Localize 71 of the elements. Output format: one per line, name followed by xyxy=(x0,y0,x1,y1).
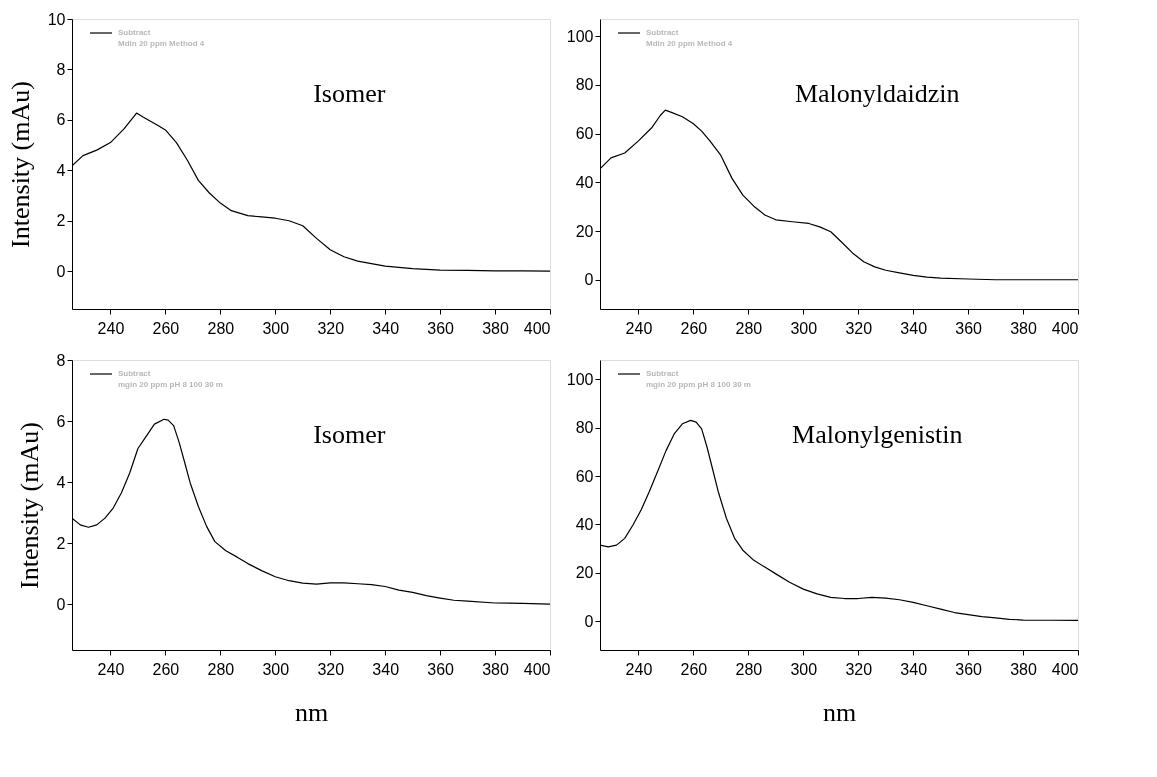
x-tick-label: 340 xyxy=(372,319,400,337)
x-tick-label: 360 xyxy=(955,660,983,678)
x-tick-label: 240 xyxy=(625,319,653,337)
y-axis-title: Intensity (mAu) xyxy=(5,81,35,248)
y-tick-label: 100 xyxy=(566,370,594,388)
x-tick-label: 380 xyxy=(1010,660,1037,678)
annotation: Malonyldaidzin xyxy=(794,79,960,109)
legend-label: Subtract Mdin 20 ppm Method 4 xyxy=(118,28,205,48)
legend-label: Subtract mgin 20 ppm pH 8 100 30 m xyxy=(118,369,223,389)
y-tick-label: 0 xyxy=(584,271,594,289)
y-tick-label: 80 xyxy=(575,76,594,94)
y-tick-label: 4 xyxy=(56,161,66,179)
y-tick-label: 0 xyxy=(56,262,66,280)
x-tick-label: 340 xyxy=(372,660,400,678)
y-tick-label: 8 xyxy=(56,60,66,78)
y-tick-label: 10 xyxy=(47,10,66,28)
y-tick-label: 6 xyxy=(56,412,66,430)
x-axis-title: nm xyxy=(822,697,857,727)
x-tick-label: 400 xyxy=(1051,319,1079,337)
x-tick-label: 260 xyxy=(680,660,708,678)
x-tick-label: 320 xyxy=(845,319,873,337)
x-tick-label: 240 xyxy=(97,660,125,678)
y-tick-label: 2 xyxy=(56,212,66,230)
x-tick-label: 300 xyxy=(262,660,290,678)
y-tick-label: 0 xyxy=(56,595,66,613)
y-tick-label: 20 xyxy=(575,564,594,582)
x-tick-label: 400 xyxy=(523,319,551,337)
x-tick-label: 240 xyxy=(625,660,653,678)
x-tick-label: 340 xyxy=(900,660,928,678)
x-tick-label: 320 xyxy=(317,660,345,678)
y-tick-label: 8 xyxy=(56,351,66,369)
y-tick-label: 0 xyxy=(584,612,594,630)
y-tick-label: 2 xyxy=(56,534,66,552)
x-tick-label: 400 xyxy=(523,660,551,678)
x-tick-label: 300 xyxy=(790,660,818,678)
y-tick-label: 60 xyxy=(575,125,594,143)
x-tick-label: 260 xyxy=(152,660,180,678)
x-tick-label: 400 xyxy=(1051,660,1079,678)
x-tick-label: 260 xyxy=(680,319,708,337)
y-tick-label: 40 xyxy=(575,173,594,191)
legend-label: Subtract mgin 20 ppm pH 8 100 30 m xyxy=(646,369,751,389)
y-tick-label: 4 xyxy=(56,473,66,491)
y-tick-label: 80 xyxy=(575,419,594,437)
y-tick-label: 6 xyxy=(56,111,66,129)
annotation: Isomer xyxy=(313,79,386,109)
x-tick-label: 360 xyxy=(427,660,455,678)
x-tick-label: 320 xyxy=(317,319,345,337)
x-tick-label: 280 xyxy=(735,660,763,678)
annotation: Malonylgenistin xyxy=(792,420,963,450)
x-tick-label: 320 xyxy=(845,660,873,678)
x-tick-label: 260 xyxy=(152,319,180,337)
x-tick-label: 380 xyxy=(482,660,509,678)
x-tick-label: 360 xyxy=(955,319,983,337)
x-tick-label: 280 xyxy=(735,319,763,337)
x-axis-title: nm xyxy=(294,697,329,727)
annotation: Isomer xyxy=(313,420,386,450)
x-tick-label: 300 xyxy=(790,319,818,337)
x-tick-label: 340 xyxy=(900,319,928,337)
x-tick-label: 380 xyxy=(482,319,509,337)
x-tick-label: 240 xyxy=(97,319,125,337)
x-tick-label: 280 xyxy=(207,660,235,678)
x-tick-label: 300 xyxy=(262,319,290,337)
y-tick-label: 60 xyxy=(575,467,594,485)
y-tick-label: 20 xyxy=(575,222,594,240)
x-tick-label: 360 xyxy=(427,319,455,337)
y-tick-label: 40 xyxy=(575,515,594,533)
x-tick-label: 280 xyxy=(207,319,235,337)
y-axis-title: Intensity (mAu) xyxy=(14,422,44,589)
y-tick-label: 100 xyxy=(566,27,594,45)
legend-label: Subtract Mdin 20 ppm Method 4 xyxy=(646,28,733,48)
x-tick-label: 380 xyxy=(1010,319,1037,337)
